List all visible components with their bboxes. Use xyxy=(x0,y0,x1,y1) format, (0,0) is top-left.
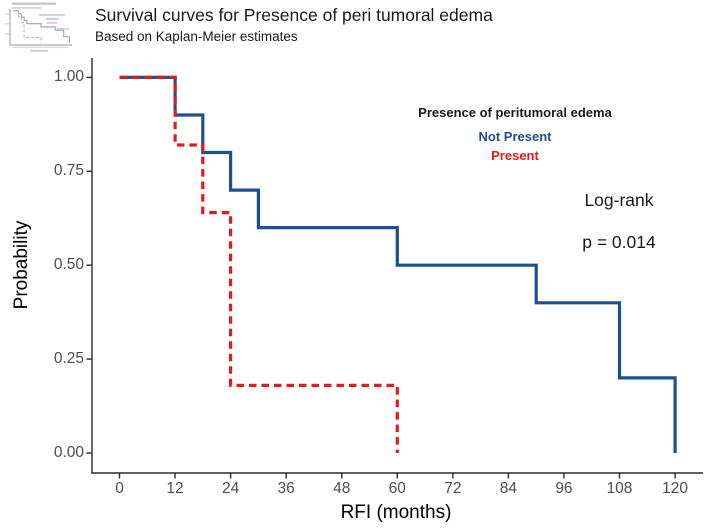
legend-item-present: Present xyxy=(491,148,539,163)
legend-title: Presence of peritumoral edema xyxy=(418,105,612,120)
y-tick-label: 1.00 xyxy=(53,68,84,86)
legend: Presence of peritumoral edema Not Presen… xyxy=(385,105,645,165)
logrank-test-label: Log-rank xyxy=(584,190,654,210)
mini-plot-thumbnail-icon xyxy=(5,2,74,52)
y-tick-label: 0.75 xyxy=(53,162,84,180)
x-tick-label: 108 xyxy=(606,480,633,497)
x-axis-title: RFI (months) xyxy=(340,502,452,523)
logrank-annotation: Log-rank p = 0.014 xyxy=(563,190,675,253)
x-tick-label: 36 xyxy=(277,480,295,497)
x-tick-label: 24 xyxy=(221,480,240,497)
axis-tick-marks xyxy=(86,76,676,479)
km-curve-present xyxy=(119,75,399,453)
x-tick-label: 120 xyxy=(662,480,688,497)
x-tick-label: 12 xyxy=(166,480,184,497)
x-tick-label: 96 xyxy=(555,480,573,497)
x-tick-label: 0 xyxy=(115,480,124,497)
x-tick-label: 72 xyxy=(444,480,462,497)
chart-subtitle: Based on Kaplan-Meier estimates xyxy=(95,29,298,44)
legend-item-not-present: Not Present xyxy=(478,129,552,144)
logrank-p-value: p = 0.014 xyxy=(582,232,656,252)
y-tick-label: 0.50 xyxy=(53,256,84,274)
y-tick-label: 0.25 xyxy=(53,350,84,368)
x-tick-label: 60 xyxy=(388,480,406,497)
km-curve-not-present xyxy=(119,75,677,453)
chart-title: Survival curves for Presence of peri tum… xyxy=(95,5,493,25)
y-axis-title: Probability xyxy=(11,220,32,310)
x-tick-label: 84 xyxy=(499,480,518,497)
x-tick-label: 48 xyxy=(333,480,351,497)
y-tick-label: 0.00 xyxy=(53,444,84,461)
